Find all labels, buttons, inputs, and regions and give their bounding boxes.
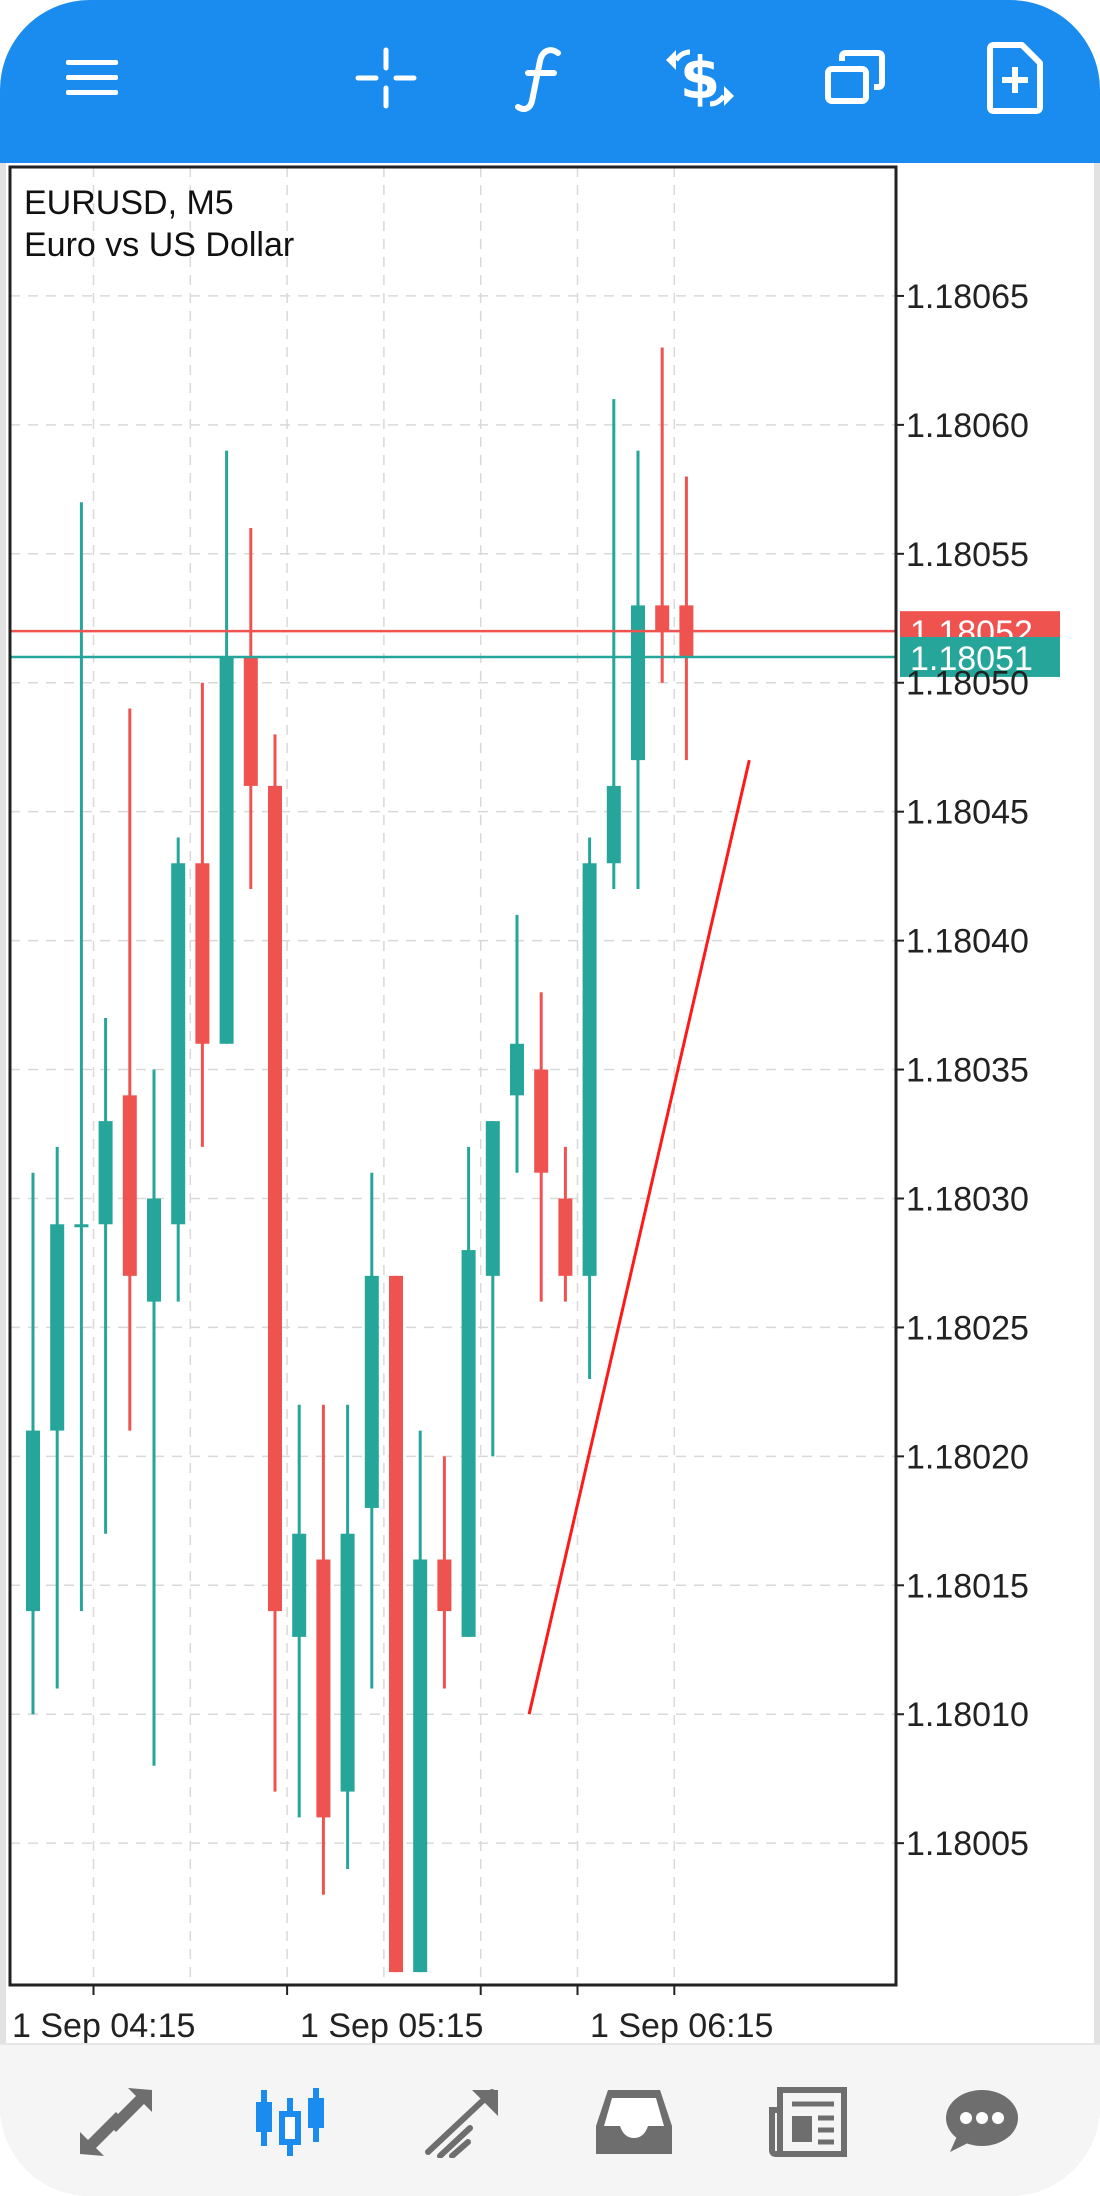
- bottom-navigation: [0, 2043, 1100, 2196]
- candle-body: [364, 1275, 379, 1508]
- candle-body: [558, 1198, 573, 1276]
- y-tick-label: 1.18050: [906, 665, 1029, 703]
- quotes-arrows-icon[interactable]: [56, 2067, 176, 2177]
- candle-body: [534, 1069, 549, 1173]
- history-inbox-icon[interactable]: [574, 2067, 694, 2177]
- y-tick-label: 1.18060: [906, 407, 1029, 445]
- bid-price-label: 1.18051: [910, 640, 1033, 678]
- candle-body: [606, 785, 621, 864]
- crosshair-icon[interactable]: [338, 30, 434, 126]
- news-icon[interactable]: [748, 2067, 868, 2177]
- y-tick-label: 1.18035: [906, 1052, 1029, 1090]
- y-tick-label: 1.18005: [906, 1825, 1029, 1863]
- candle-body: [219, 656, 234, 1044]
- x-tick-label: 1 Sep 06:15: [590, 2007, 773, 2043]
- candle-body: [437, 1559, 452, 1612]
- function-icon[interactable]: [494, 30, 590, 126]
- candle-body: [582, 863, 597, 1276]
- candle-body: [147, 1198, 161, 1302]
- candle-body: [50, 1224, 65, 1431]
- candle-body: [243, 656, 258, 786]
- candle-body: [655, 605, 670, 632]
- y-tick-label: 1.18020: [906, 1438, 1029, 1476]
- y-tick-label: 1.18065: [906, 278, 1029, 316]
- candle-body: [461, 1250, 476, 1637]
- candle-body: [268, 785, 282, 1612]
- candle-body: [122, 1095, 137, 1276]
- trade-dollar-icon[interactable]: $: [652, 30, 748, 126]
- candle-body: [389, 1275, 403, 1973]
- symbol-description-label: Euro vs US Dollar: [24, 226, 295, 264]
- trade-icon[interactable]: [402, 2067, 522, 2177]
- top-toolbar: $: [0, 0, 1100, 163]
- candle-body: [413, 1559, 428, 1973]
- candle-body: [171, 863, 186, 1225]
- y-tick-label: 1.18015: [906, 1567, 1029, 1605]
- x-tick-label: 1 Sep 05:15: [300, 2007, 483, 2043]
- svg-text:$: $: [680, 44, 720, 112]
- trend-line: [527, 759, 751, 1715]
- y-tick-label: 1.18025: [906, 1309, 1029, 1347]
- y-tick-label: 1.18045: [906, 794, 1029, 832]
- chart-frame: [8, 165, 898, 1987]
- menu-icon[interactable]: [44, 30, 140, 126]
- y-tick-label: 1.18055: [906, 536, 1029, 574]
- x-tick-label: 1 Sep 04:15: [12, 2007, 195, 2043]
- y-tick-label: 1.18030: [906, 1180, 1029, 1218]
- chart-area[interactable]: 1.18052 1.18051 1.18065 1.18060 1.18055 1.18…: [0, 163, 1100, 2043]
- candle-body: [485, 1121, 500, 1276]
- candle-body: [510, 1043, 524, 1096]
- symbol-timeframe-label: EURUSD, M5: [24, 184, 234, 222]
- y-tick-label: 1.18040: [906, 923, 1029, 961]
- new-document-icon[interactable]: [966, 30, 1062, 126]
- candle-body: [340, 1533, 355, 1792]
- bid-price-tag: [900, 636, 1060, 677]
- candle-body: [292, 1533, 307, 1637]
- candle-body: [316, 1559, 331, 1818]
- candle-body: [74, 1224, 89, 1228]
- candle-body: [631, 605, 645, 761]
- chart-candles-icon[interactable]: [230, 2067, 350, 2177]
- windows-icon[interactable]: [808, 30, 904, 126]
- candle-body: [98, 1121, 113, 1225]
- candle-body: [26, 1430, 40, 1612]
- y-tick-label: 1.18010: [906, 1696, 1029, 1734]
- candle-body: [195, 863, 210, 1044]
- chat-icon[interactable]: [920, 2067, 1040, 2177]
